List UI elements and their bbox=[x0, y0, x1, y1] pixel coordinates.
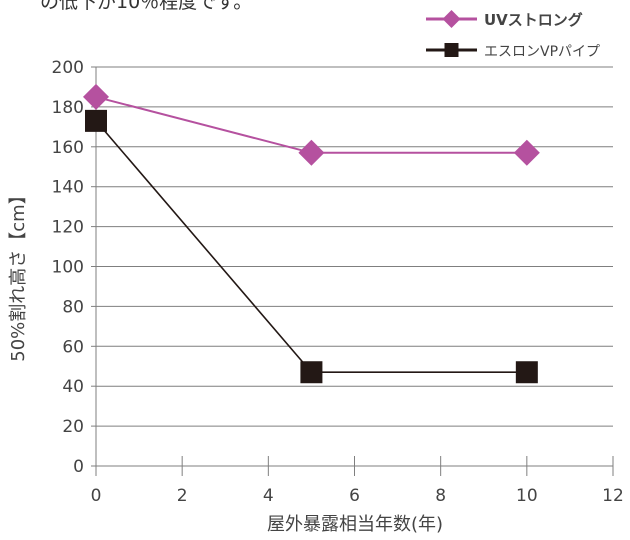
y-tick-label: 180 bbox=[52, 98, 84, 118]
y-tick-label: 200 bbox=[52, 58, 84, 78]
data-point-square bbox=[300, 361, 323, 384]
y-tick-label: 40 bbox=[62, 377, 84, 397]
x-tick-label: 10 bbox=[516, 486, 538, 506]
series-layer bbox=[83, 83, 540, 384]
y-tick-label: 0 bbox=[73, 457, 84, 477]
x-tick-label: 0 bbox=[91, 486, 102, 506]
legend: UVストロング エスロンVPパイプ bbox=[426, 10, 600, 60]
y-tick-label: 120 bbox=[52, 218, 84, 238]
data-point-diamond bbox=[513, 139, 540, 166]
x-tick-label: 6 bbox=[349, 486, 360, 506]
axes: 0 20 40 60 80 100 120 140 160 180 200 0 2 4 6 8 10 12 bbox=[52, 58, 624, 506]
data-point-diamond bbox=[298, 139, 325, 166]
data-point-diamond bbox=[83, 83, 109, 110]
legend-square-icon bbox=[444, 43, 459, 57]
y-tick-label: 60 bbox=[62, 337, 84, 357]
intro-text: の低下が10％程度です。 bbox=[40, 0, 252, 13]
x-tick-label: 4 bbox=[263, 486, 274, 506]
legend-label-eslon-vp: エスロンVPパイプ bbox=[484, 44, 600, 60]
data-point-square bbox=[515, 361, 538, 384]
grid bbox=[96, 66, 613, 427]
legend-diamond-icon bbox=[442, 10, 461, 28]
x-tick-label: 2 bbox=[177, 486, 188, 506]
x-tick-label: 12 bbox=[602, 486, 624, 506]
legend-label-uv-strong: UVストロング bbox=[484, 11, 583, 29]
y-axis-title: 50%割れ高さ【cm】 bbox=[8, 186, 29, 361]
y-tick-label: 100 bbox=[52, 258, 84, 278]
data-point-square bbox=[85, 109, 107, 132]
y-tick-label: 160 bbox=[52, 138, 84, 158]
y-tick-label: 20 bbox=[62, 417, 84, 437]
x-tick-label: 8 bbox=[435, 486, 446, 506]
y-tick-label: 80 bbox=[62, 297, 84, 317]
legend-item-eslon-vp: エスロンVPパイプ bbox=[426, 43, 600, 60]
x-axis-title: 屋外暴露相当年数(年) bbox=[267, 514, 443, 535]
legend-item-uv-strong: UVストロング bbox=[426, 10, 583, 29]
y-tick-label: 140 bbox=[52, 178, 84, 198]
